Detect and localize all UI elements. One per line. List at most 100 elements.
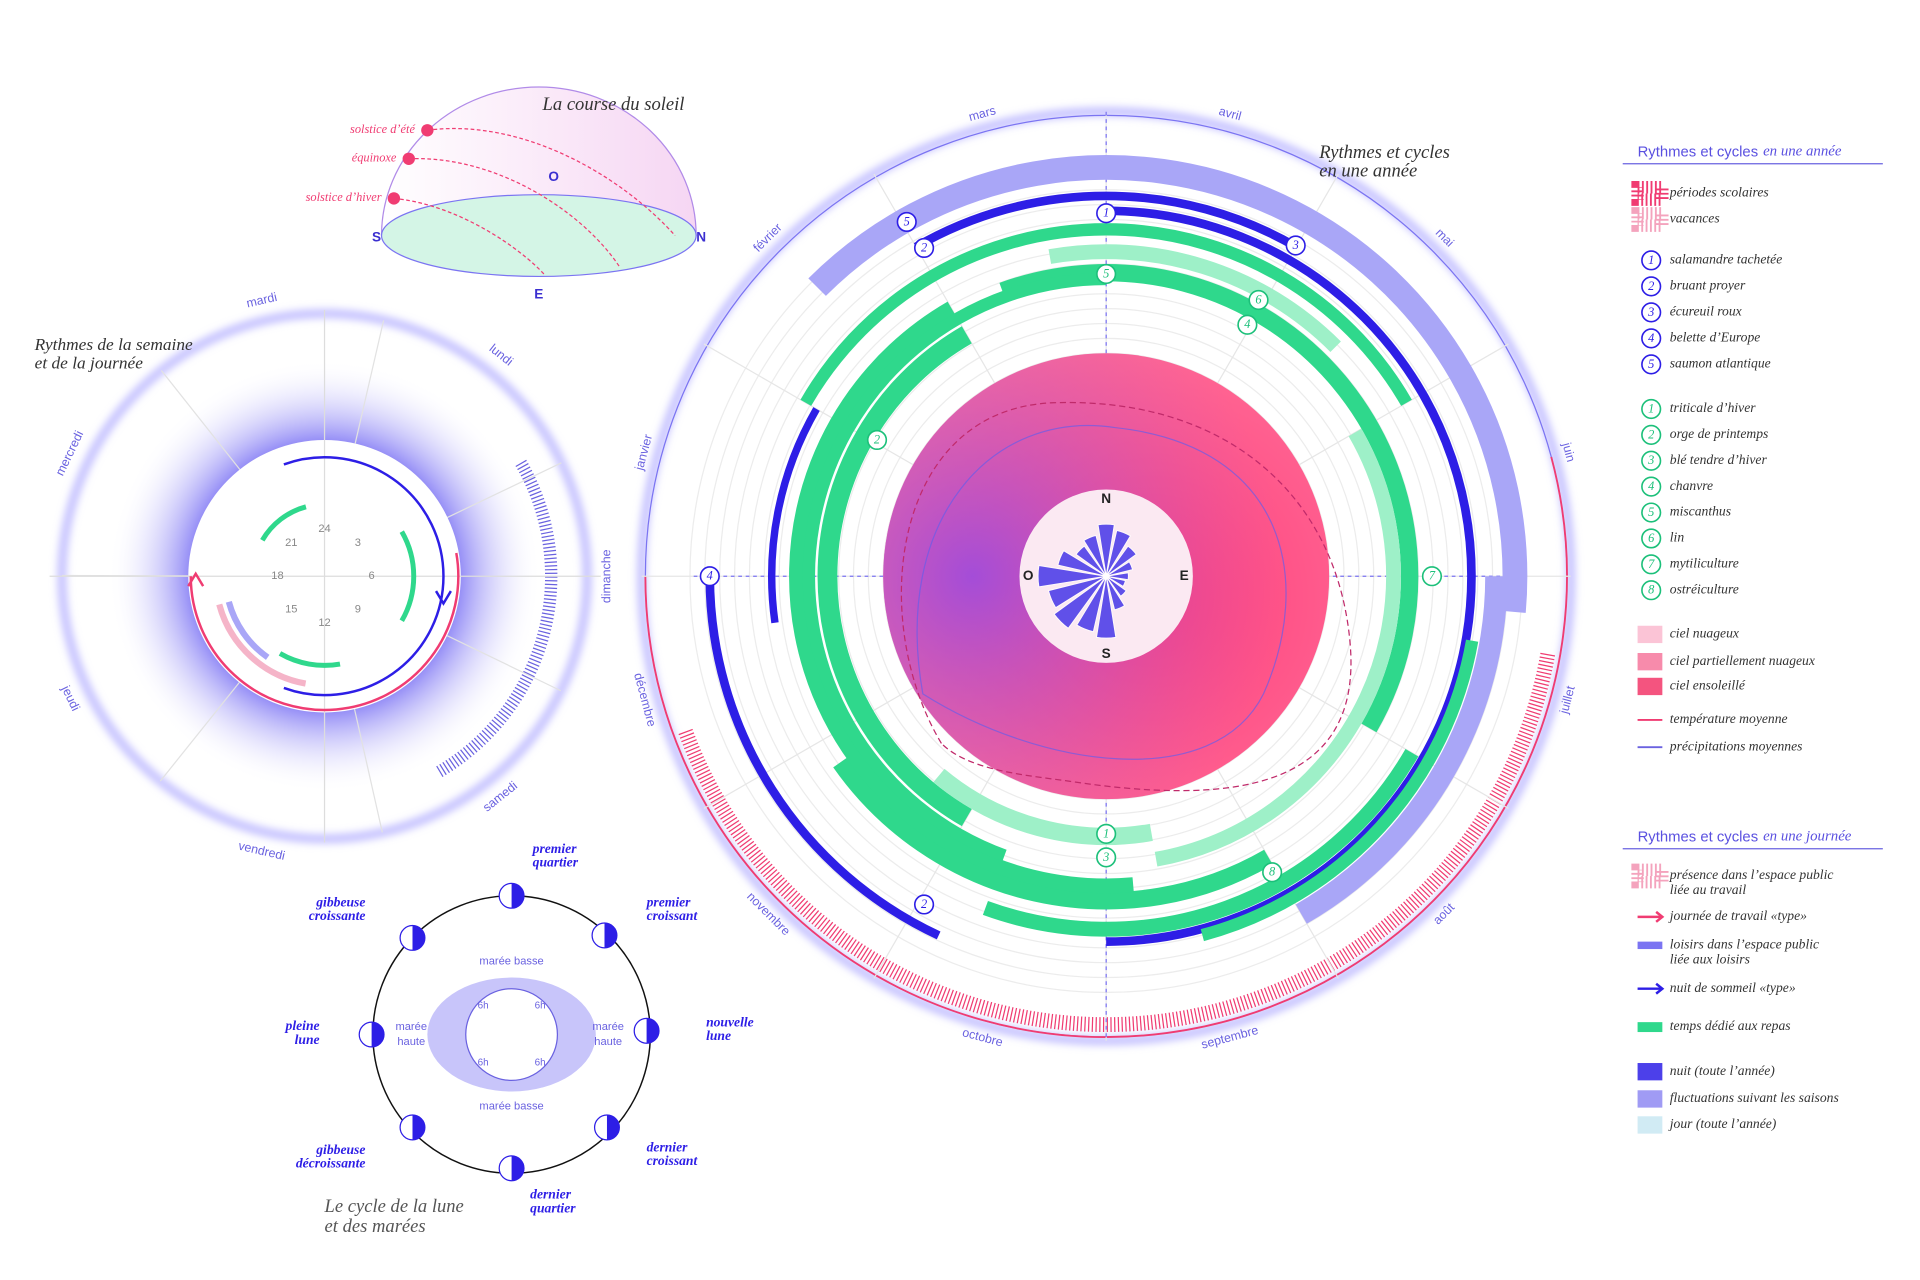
legend-symbol-circle [1641,424,1662,445]
cycle-marker-circle [1096,823,1117,844]
legend-symbol-circle [1641,328,1662,349]
school-periods [677,652,1556,1033]
cycle-band [1295,576,1508,924]
legend-label: ciel nuageux [1670,626,1739,641]
wind-petal [1105,575,1126,611]
cycle-marker-circle [1096,847,1117,868]
moon-shade [604,923,617,948]
cycle-band [705,576,941,940]
legend-symbol: 8 [1648,583,1655,597]
phase-label: croissant [647,1153,699,1168]
legend-label: mytiliculture [1670,555,1739,570]
tide-circle [465,988,559,1081]
legend-label: belette d’Europe [1670,329,1761,344]
legend-title: Rythmes et cycles en une journée [1638,829,1852,846]
day-divider [446,635,562,692]
phase-label: lune [706,1028,731,1043]
wind-petal [1097,523,1115,577]
work-arrow [187,571,205,587]
tide-label: haute [397,1036,425,1048]
moon-shade [511,883,524,909]
tide-label: marée [592,1021,624,1033]
phase-label: croissant [647,908,699,923]
legend-label: bruant proyer [1670,277,1746,292]
month-label: mars [967,103,997,124]
phase-label: décroissante [296,1156,366,1171]
moon-shade [606,1115,620,1140]
cycle-marker: 2 [874,432,880,446]
tide-label: marée basse [479,1100,543,1112]
phase-label: gibbeuse [315,1142,365,1157]
legend-symbol: 7 [1648,557,1655,571]
wind-petal [1053,575,1107,630]
direction: E [534,287,543,302]
temperature-curve [900,401,1352,792]
legend-symbol: 3 [1647,453,1654,467]
legend-label: température moyenne [1670,711,1788,726]
phase-label: dernier [530,1187,572,1202]
direction: S [372,230,381,245]
tide-label: marée basse [479,955,543,967]
hour-label: 15 [285,603,297,615]
legend-arrow-head [1655,982,1665,995]
cycle-marker: 5 [1103,266,1109,280]
tide-hour: 6h [478,1001,489,1012]
legend-label: ostréiculture [1670,581,1739,596]
legend-label: temps dédié aux repas [1670,1018,1791,1033]
cycle-marker-circle [699,566,720,587]
legend-title-part: Rythmes et cycles [1638,144,1759,160]
phase-label: pleine [285,1018,320,1033]
dome [380,86,697,237]
day-label: mardi [245,290,278,311]
legend-label: nuit (toute l’année) [1670,1063,1776,1079]
cycle-marker: 4 [707,569,713,583]
day-label: dimanche [599,549,613,603]
day-divider [354,320,385,444]
cycle-band [1154,428,1401,867]
legend-symbol-circle [1641,354,1662,375]
cycle-marker-circle [1237,314,1258,335]
day-band [260,504,307,542]
hour-label: 12 [318,617,330,629]
cycle-band [802,272,1107,862]
cycle-marker-circle [896,211,917,233]
legend-title-part: en une année [1763,144,1842,160]
legend-label: présence dans l’espace public [1669,867,1834,882]
compass-label: E [1180,568,1189,583]
temperature-arc [644,456,1568,1038]
sun [421,124,434,137]
cycle-band [933,768,1153,845]
month-label: avril [1217,104,1243,123]
cycle-band [913,191,1299,251]
legend-title-part: Rythmes et cycles [1638,829,1759,845]
day-label: jeudi [58,683,82,714]
cycle-marker: 7 [1429,569,1436,583]
legend-label: ciel ensoleillé [1670,678,1746,693]
wind-petal [1105,575,1127,597]
day-band [216,603,307,687]
legend-arrow-head [1655,910,1665,923]
legend-label: chanvre [1670,478,1713,493]
legend-label: saumon atlantique [1670,356,1771,371]
compass-label: N [1101,491,1111,506]
direction: O [548,169,559,184]
horizon [380,194,697,278]
wind-petal [1047,575,1107,609]
day-band [399,530,417,623]
day-divider [160,370,241,470]
legend-stripes [1631,181,1669,206]
legend-title: Rythmes et cycles en une année [1638,144,1842,161]
legend-label: lin [1670,530,1685,545]
legend-label: orge de printemps [1670,426,1769,441]
legend-symbol: 6 [1648,531,1655,545]
moon-shade [412,925,425,951]
week-title: et de la journée [35,353,144,372]
cycle-marker: 4 [1244,317,1250,331]
legend-symbol-circle [1641,502,1662,523]
legend-symbol: 1 [1648,253,1654,267]
tide-label: marée [395,1021,427,1033]
sun-path [408,158,620,267]
legend-label: périodes scolaires [1669,185,1769,200]
cycle-marker-circle [913,894,935,915]
